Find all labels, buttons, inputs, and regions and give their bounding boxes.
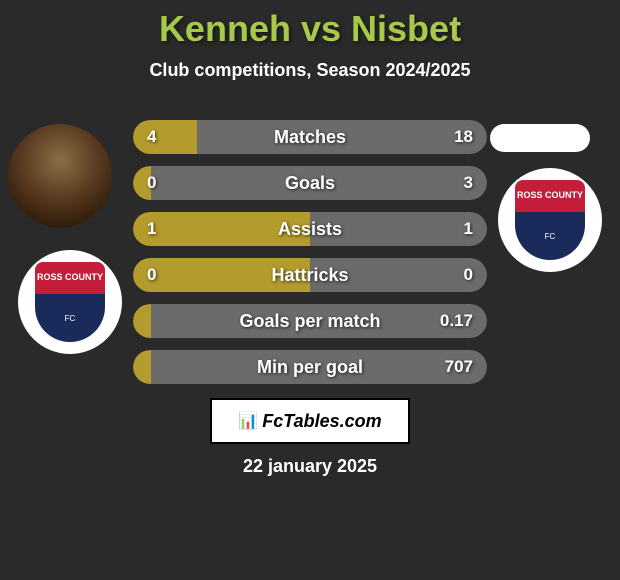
player2-avatar <box>490 124 590 152</box>
stat-label: Min per goal <box>257 357 363 378</box>
stat-label: Assists <box>278 219 342 240</box>
brand-box: 📊 FcTables.com <box>210 398 410 444</box>
stat-value-left: 4 <box>147 127 156 147</box>
stat-value-right: 0 <box>464 265 473 285</box>
shield-bottom-text: FC <box>515 212 585 260</box>
date-text: 22 january 2025 <box>0 456 620 477</box>
stat-value-right: 3 <box>464 173 473 193</box>
stat-bar-left <box>133 304 151 338</box>
comparison-title: Kenneh vs Nisbet <box>0 8 620 50</box>
shield-bottom-text: FC <box>35 294 105 342</box>
stat-row: 4 Matches 18 <box>133 120 487 154</box>
stats-container: 4 Matches 18 0 Goals 3 1 Assists 1 0 Hattricks 0 Goa… <box>133 120 487 396</box>
stat-value-right: 1 <box>464 219 473 239</box>
stat-row: 0 Goals 3 <box>133 166 487 200</box>
stat-row: 0 Hattricks 0 <box>133 258 487 292</box>
stat-label: Goals per match <box>239 311 380 332</box>
stat-bar-left <box>133 120 197 154</box>
shield-icon: ROSS COUNTY FC <box>515 180 585 260</box>
stat-row: 1 Assists 1 <box>133 212 487 246</box>
stat-value-right: 18 <box>454 127 473 147</box>
stat-value-left: 1 <box>147 219 156 239</box>
stat-value-right: 0.17 <box>440 311 473 331</box>
stat-row: Min per goal 707 <box>133 350 487 384</box>
subtitle: Club competitions, Season 2024/2025 <box>0 60 620 81</box>
stat-label: Hattricks <box>271 265 348 286</box>
stat-row: Goals per match 0.17 <box>133 304 487 338</box>
chart-icon: 📊 <box>238 411 258 431</box>
player1-name: Kenneh <box>159 8 291 49</box>
player1-avatar <box>8 124 112 228</box>
stat-value-right: 707 <box>445 357 473 377</box>
shield-top-text: ROSS COUNTY <box>35 262 105 294</box>
player2-name: Nisbet <box>351 8 461 49</box>
shield-icon: ROSS COUNTY FC <box>35 262 105 342</box>
header: Kenneh vs Nisbet Club competitions, Seas… <box>0 0 620 81</box>
shield-top-text: ROSS COUNTY <box>515 180 585 212</box>
player1-club-badge: ROSS COUNTY FC <box>18 250 122 354</box>
stat-label: Matches <box>274 127 346 148</box>
brand-text: FcTables.com <box>262 411 381 432</box>
stat-label: Goals <box>285 173 335 194</box>
stat-value-left: 0 <box>147 173 156 193</box>
vs-text: vs <box>301 8 341 49</box>
stat-value-left: 0 <box>147 265 156 285</box>
player2-club-badge: ROSS COUNTY FC <box>498 168 602 272</box>
stat-bar-left <box>133 350 151 384</box>
